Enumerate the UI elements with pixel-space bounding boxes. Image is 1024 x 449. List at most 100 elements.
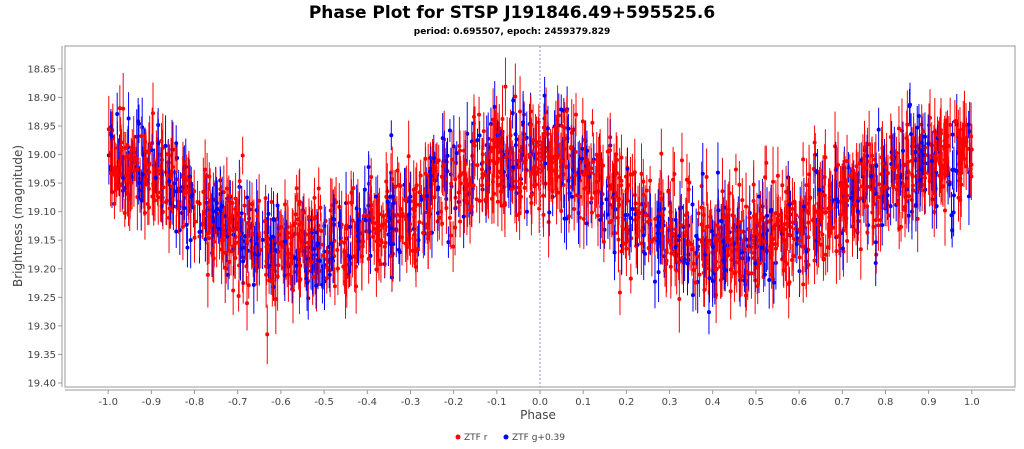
data-point-ztf-r [246,271,251,299]
point-marker [858,196,863,201]
data-point-ztf-g [273,218,278,282]
point-marker [278,225,283,230]
point-marker [231,288,236,293]
point-marker [758,224,763,229]
data-point-ztf-r [513,63,518,130]
point-marker [639,171,644,176]
point-marker [215,206,220,211]
data-point-ztf-r [503,57,508,116]
data-point-ztf-g [873,224,878,261]
point-marker [836,234,841,239]
point-marker [450,157,455,162]
point-marker [294,186,299,191]
point-marker [437,215,442,220]
point-marker [446,240,451,245]
data-point-ztf-r [564,96,569,126]
point-marker [666,189,671,194]
data-point-ztf-g [245,179,250,216]
chart-title: Phase Plot for STSP J191846.49+595525.6 [309,3,715,23]
point-marker [574,112,579,117]
point-marker [564,109,569,114]
point-marker [572,207,577,212]
point-marker [126,166,131,171]
point-marker [640,228,645,233]
data-point-ztf-r [281,217,286,277]
point-marker [282,202,287,207]
point-marker [840,246,845,251]
point-marker [812,258,817,263]
point-marker [584,148,589,153]
point-marker [117,106,122,111]
point-marker [707,276,712,281]
data-point-ztf-r [233,228,238,258]
point-marker [276,263,281,268]
data-point-ztf-g [950,213,955,248]
data-point-ztf-r [130,129,135,172]
data-point-ztf-r [969,102,974,171]
data-point-ztf-r [278,209,283,246]
point-marker [220,203,225,208]
point-marker [318,205,323,210]
data-point-ztf-r [941,165,946,207]
point-marker [453,160,458,165]
data-point-ztf-r [641,159,646,205]
point-marker [615,158,620,163]
point-marker [244,264,249,269]
data-point-ztf-r [421,160,426,232]
point-marker [184,222,189,227]
point-marker [116,172,121,177]
data-point-ztf-r [404,165,409,232]
data-point-ztf-r [647,185,652,255]
point-marker [275,203,280,208]
point-marker [873,218,878,223]
point-marker [532,183,537,188]
data-point-ztf-r [789,243,794,276]
data-point-ztf-r [352,220,357,292]
data-point-ztf-r [229,227,234,276]
data-point-ztf-r [956,109,961,160]
data-point-ztf-g [419,185,424,215]
point-marker [905,122,910,127]
data-point-ztf-r [572,187,577,231]
point-marker [888,204,893,209]
point-marker [322,223,327,228]
point-marker [602,227,607,232]
data-point-ztf-g [909,113,914,155]
data-point-ztf-g [260,210,265,269]
point-marker [646,246,651,251]
point-marker [773,246,778,251]
data-point-ztf-g [950,120,955,149]
data-point-ztf-r [237,166,242,196]
data-point-ztf-r [483,184,488,216]
data-point-ztf-r [587,145,592,191]
point-marker [656,270,661,275]
point-marker [648,178,653,183]
point-marker [569,130,574,135]
point-marker [245,195,250,200]
point-marker [886,213,891,218]
data-point-ztf-r [733,153,738,186]
point-marker [925,153,930,158]
point-marker [934,204,939,209]
data-point-ztf-r [679,132,684,189]
data-point-ztf-r [807,144,812,205]
point-marker [590,120,595,125]
point-marker [880,223,885,228]
point-marker [587,166,592,171]
point-marker [592,190,597,195]
point-marker [679,158,684,163]
point-marker [332,284,337,289]
point-marker [314,283,319,288]
point-marker [823,252,828,257]
point-marker [205,231,210,236]
point-marker [705,224,710,229]
data-point-ztf-g [859,142,864,179]
point-marker [503,84,508,89]
data-point-ztf-r [605,117,610,186]
point-marker [513,143,518,148]
point-marker [537,206,542,211]
point-marker [906,159,911,164]
point-marker [939,131,944,136]
point-marker [510,110,515,115]
point-marker [747,215,752,220]
